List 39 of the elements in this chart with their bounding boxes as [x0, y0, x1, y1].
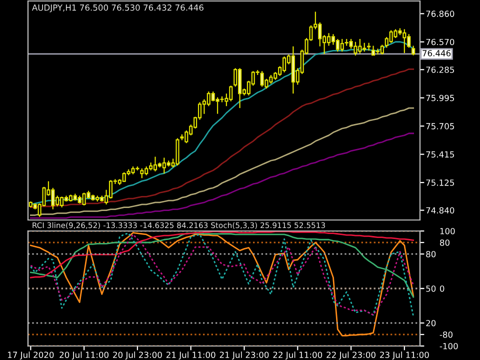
x-tick-label: 20 Jul 23:00: [113, 352, 162, 360]
y-tick-label: 80: [426, 250, 436, 258]
x-tick-label: 22 Jul 23:00: [326, 352, 376, 360]
candlestick: [376, 48, 380, 56]
x-tick-label: 17 Jul 2020: [8, 352, 54, 360]
y2-tick-label: 0: [440, 285, 444, 292]
candlestick: [153, 156, 158, 172]
line-series: [30, 107, 414, 216]
candlestick: [380, 44, 384, 56]
y-tick-label: 76.860: [426, 10, 454, 17]
line-series: [30, 231, 414, 278]
y2-tick-label: 80: [440, 239, 450, 246]
y2-tick-label: 100: [440, 228, 455, 234]
y-tick-label: 75.125: [426, 180, 454, 186]
line-series: [30, 232, 414, 298]
y-tick-label: 75.415: [426, 151, 454, 158]
y2-tick-label: -80: [440, 331, 452, 338]
x-tick-label: 21 Jul 23:00: [220, 352, 269, 360]
x-tick-label: 20 Jul 11:00: [60, 352, 108, 360]
y-tick-label: 75.705: [426, 123, 454, 130]
y2-tick-label: -100: [440, 342, 458, 350]
y-tick-label: 74.840: [426, 207, 454, 214]
y-tick-label: 76.570: [426, 38, 454, 46]
x-tick-label: 21 Jul 11:00: [166, 352, 216, 360]
candlestick: [108, 180, 113, 200]
x-tick-label: 23 Jul 11:00: [380, 352, 429, 360]
line-series: [30, 68, 414, 208]
ref-line-label: 76.446: [422, 50, 451, 56]
y-tick-label: 76.285: [426, 66, 454, 73]
candlestick: [354, 41, 358, 56]
candlestick: [140, 168, 144, 179]
x-tick-label: 22 Jul 11:00: [273, 352, 322, 360]
line-series: [30, 232, 414, 336]
line-series: [30, 132, 414, 219]
y-tick-label: 75.995: [426, 94, 454, 102]
y-tick-label: 50: [426, 285, 436, 292]
y-tick-label: 20: [426, 320, 436, 326]
candlestick: [412, 45, 416, 56]
chart-title: AUDJPY,H1 76.500 76.530 76.432 76.446: [32, 4, 204, 12]
